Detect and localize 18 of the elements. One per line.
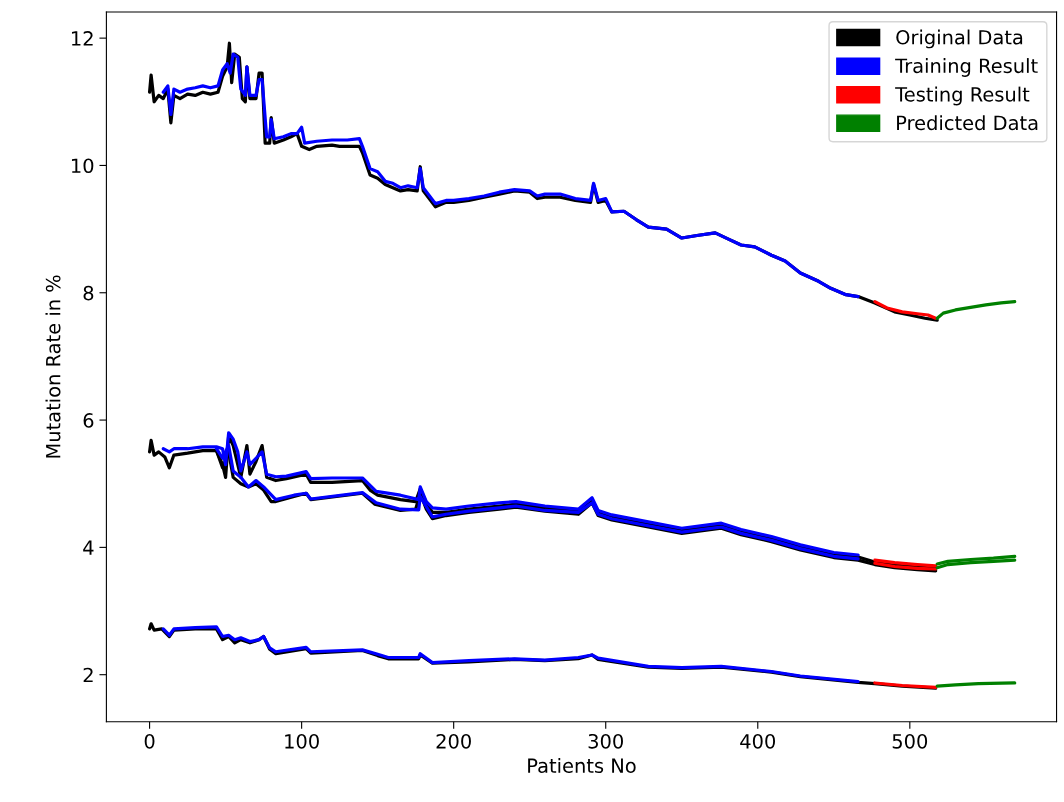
y-tick-label: 12 [71, 31, 93, 46]
y-tick-label: 6 [83, 413, 94, 428]
x-tick-label: 400 [740, 733, 776, 749]
x-tick-label: 100 [285, 733, 319, 749]
x-axis-title: Patients No [528, 757, 636, 774]
y-tick-label: 2 [83, 667, 93, 683]
y-tick-label: 4 [83, 540, 94, 555]
x-tick-label: 200 [436, 733, 471, 749]
legend-label: Predicted Data [897, 115, 1038, 131]
legend-label: Original Data [896, 29, 1023, 49]
y-tick-label: 8 [83, 285, 94, 301]
x-tick-label: 500 [892, 733, 928, 749]
x-tick-label: 300 [588, 733, 623, 749]
y-axis-title: Mutation Rate in % [45, 275, 61, 458]
legend-label: Training Result [895, 58, 1038, 77]
x-tick-label: 0 [144, 733, 155, 749]
y-tick-label: 10 [71, 158, 94, 174]
legend-label: Testing Result [895, 86, 1030, 106]
